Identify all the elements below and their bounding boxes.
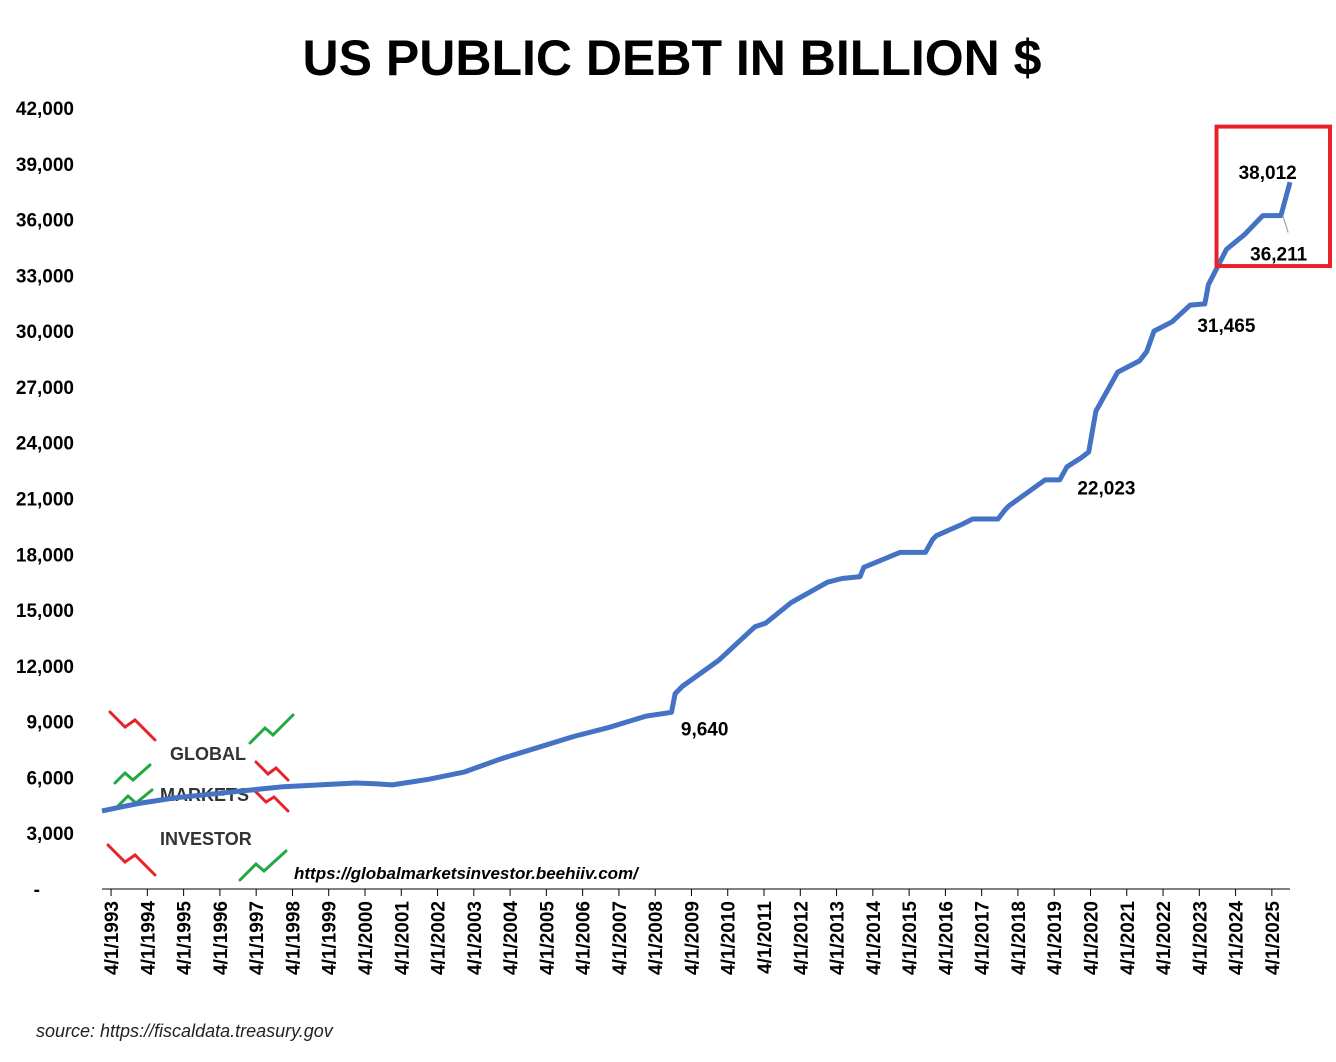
x-tick-label: 4/1/1998: [283, 901, 304, 975]
x-tick-label: 4/1/2012: [791, 901, 812, 975]
x-tick-label: 4/1/1994: [138, 901, 159, 975]
x-tick-label: 4/1/2020: [1081, 901, 1102, 975]
x-tick-label: 4/1/2008: [646, 901, 667, 975]
x-tick-label: 4/1/2007: [610, 901, 631, 975]
x-tick-label: 4/1/1997: [247, 901, 268, 975]
x-tick-label: 4/1/2010: [719, 901, 740, 975]
x-tick-label: 4/1/2025: [1263, 901, 1284, 975]
trend-arrows: [106, 710, 295, 882]
x-tick-label: 4/1/2011: [755, 901, 776, 974]
x-tick-label: 4/1/2023: [1190, 901, 1211, 975]
brand-logo: GLOBAL MARKETS INVESTOR: [106, 710, 295, 882]
y-tick-label: 18,000: [16, 545, 74, 566]
x-tick-label: 4/1/2000: [356, 901, 377, 975]
x-tick-label: 4/1/1993: [102, 901, 123, 975]
x-tick-label: 4/1/2001: [392, 901, 413, 975]
highlight-box: [1214, 124, 1332, 269]
callout-leader-line: [1282, 215, 1289, 233]
y-tick-label: 36,000: [16, 211, 74, 232]
x-tick-label: 4/1/2016: [936, 901, 957, 975]
logo-word-global: GLOBAL: [170, 744, 246, 764]
x-tick-label: 4/1/1995: [175, 901, 196, 975]
source-url-link[interactable]: https://globalmarketsinvestor.beehiiv.co…: [294, 864, 640, 883]
y-tick-label: 33,000: [16, 266, 74, 287]
y-tick-label: 6,000: [26, 768, 74, 789]
x-tick-label: 4/1/2017: [973, 901, 994, 975]
x-tick-label: 4/1/2018: [1009, 901, 1030, 975]
x-tick-label: 4/1/2009: [682, 901, 703, 975]
y-tick-label: 3,000: [26, 824, 74, 845]
x-tick-label: 4/1/2015: [900, 901, 921, 975]
debt-series-line: [101, 181, 1293, 814]
data-label-38012: 38,012: [1239, 163, 1297, 184]
x-tick-label: 4/1/2005: [537, 901, 558, 975]
y-tick-label: 24,000: [16, 434, 74, 455]
y-tick-label: 30,000: [16, 322, 74, 343]
data-label-2009: 9,640: [681, 720, 729, 741]
y-tick-label: 15,000: [16, 601, 74, 622]
source-note: source: https://fiscaldata.treasury.gov: [36, 1021, 334, 1041]
x-tick-label: 4/1/2006: [574, 901, 595, 975]
logo-word-investor: INVESTOR: [160, 829, 252, 849]
x-tick-label: 4/1/2004: [501, 901, 522, 975]
y-axis: - 3,000 6,000 9,000 12,000 15,000 18,000 21,000…: [16, 99, 74, 901]
x-tick-label: 4/1/2013: [828, 901, 849, 975]
chart-title: US PUBLIC DEBT IN BILLION $: [303, 30, 1042, 86]
x-tick-label: 4/1/2022: [1154, 901, 1175, 975]
y-tick-label: 42,000: [16, 99, 74, 120]
data-label-2020: 22,023: [1077, 478, 1135, 499]
y-tick-label: 39,000: [16, 155, 74, 176]
x-tick-label: 4/1/2019: [1045, 901, 1066, 975]
y-tick-label: 21,000: [16, 490, 74, 511]
x-axis: 4/1/1993 4/1/1994 4/1/1995 4/1/1996 4/1/1997…: [102, 888, 1290, 975]
y-tick-label: 27,000: [16, 378, 74, 399]
y-tick-label: 9,000: [26, 713, 74, 734]
y-tick-label: 12,000: [16, 657, 74, 678]
x-tick-label: 4/1/2003: [465, 901, 486, 975]
x-tick-label: 4/1/2024: [1227, 901, 1248, 975]
y-tick-label: -: [34, 880, 40, 901]
x-tick-label: 4/1/1999: [320, 901, 341, 975]
x-tick-label: 4/1/2021: [1118, 901, 1139, 975]
x-tick-label: 4/1/2014: [864, 901, 885, 975]
data-label-2023: 31,465: [1197, 316, 1256, 337]
x-tick-label: 4/1/2002: [429, 901, 450, 975]
x-tick-label: 4/1/1996: [211, 901, 232, 975]
data-label-36211: 36,211: [1250, 245, 1307, 266]
